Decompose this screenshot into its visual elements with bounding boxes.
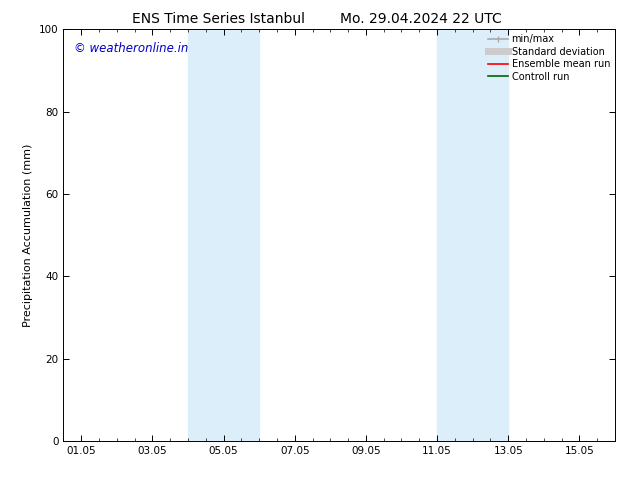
Bar (188, 29, 259, 441)
Bar (437, 29, 508, 441)
Text: ENS Time Series Istanbul        Mo. 29.04.2024 22 UTC: ENS Time Series Istanbul Mo. 29.04.2024 … (132, 12, 502, 26)
Y-axis label: Precipitation Accumulation (mm): Precipitation Accumulation (mm) (23, 144, 34, 327)
Text: © weatheronline.in: © weatheronline.in (74, 42, 189, 55)
Legend: min/max, Standard deviation, Ensemble mean run, Controll run: min/max, Standard deviation, Ensemble me… (486, 32, 612, 83)
